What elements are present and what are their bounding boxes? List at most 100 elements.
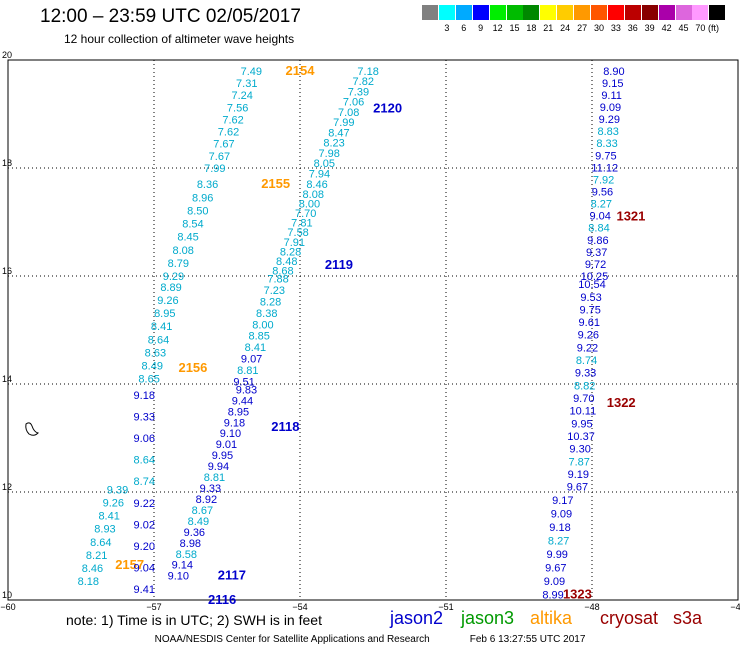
color-scale-tick: 70 (695, 23, 706, 33)
swh-value: 7.18 (357, 66, 378, 78)
y-tick-label: 12 (2, 482, 12, 492)
swh-value: 8.90 (603, 66, 624, 78)
color-swatch (591, 5, 607, 20)
swh-value: 8.47 (328, 127, 349, 139)
swh-value: 9.26 (157, 295, 178, 307)
swh-value: 8.79 (168, 258, 189, 270)
y-tick-label: 16 (2, 266, 12, 276)
swh-value: 7.62 (222, 114, 243, 126)
swh-value: 9.75 (579, 304, 600, 316)
swh-value: 9.67 (545, 563, 566, 575)
color-swatch (692, 5, 709, 20)
footnote: note: 1) Time is in UTC; 2) SWH is in fe… (66, 612, 322, 628)
swh-value: 9.61 (579, 317, 600, 329)
swh-value: 7.82 (353, 76, 374, 88)
swh-value: 9.67 (567, 482, 588, 494)
x-tick-label: −48 (584, 602, 599, 612)
color-swatch (624, 5, 641, 20)
x-tick-label: −54 (292, 602, 307, 612)
swh-value: 8.84 (588, 223, 609, 235)
swh-value: 8.08 (303, 189, 324, 201)
swh-value: 7.31 (236, 78, 257, 90)
pass-id-label: 2116 (208, 592, 236, 607)
swh-value: 8.38 (256, 308, 277, 320)
swh-value: 9.33 (134, 411, 155, 423)
swh-value: 9.26 (103, 497, 124, 509)
pass-id-label: 1321 (616, 209, 645, 224)
swh-value: 7.99 (333, 117, 354, 129)
swh-value: 9.53 (580, 292, 601, 304)
swh-value: 8.49 (142, 360, 163, 372)
color-scale-tick: 12 (492, 23, 503, 33)
swh-value: 9.04 (134, 563, 155, 575)
swh-value: 10.37 (567, 431, 595, 443)
swh-value: 8.18 (78, 576, 99, 588)
credit-timestamp: Feb 6 13:27:55 UTC 2017 (469, 634, 586, 645)
swh-value: 9.07 (241, 354, 262, 366)
swh-value: 8.92 (196, 494, 217, 506)
swh-value: 7.70 (295, 208, 316, 220)
swh-value: 9.44 (232, 395, 253, 407)
color-swatch (438, 5, 455, 20)
swh-value: 8.45 (177, 232, 198, 244)
color-scale-tick: 18 (526, 23, 537, 33)
swh-value: 9.99 (547, 549, 568, 561)
pass-id-label: 2155 (261, 176, 290, 191)
swh-value: 8.89 (160, 282, 181, 294)
x-tick-label: −60 (0, 602, 15, 612)
swh-value: 9.30 (569, 444, 590, 456)
swh-value: 9.37 (586, 247, 607, 259)
color-scale-tick: 3 (444, 23, 450, 33)
color-scale-tick: 33 (610, 23, 621, 33)
swh-value: 8.82 (574, 380, 595, 392)
swh-value: 9.29 (163, 271, 184, 283)
color-swatch (506, 5, 523, 20)
swh-value: 8.27 (548, 536, 569, 548)
swh-value: 7.06 (343, 97, 364, 109)
color-swatch (455, 5, 472, 20)
swh-value: 10.25 (581, 271, 609, 283)
color-swatch (540, 5, 557, 20)
swh-value: 8.33 (596, 138, 617, 150)
x-tick-label: −57 (146, 602, 161, 612)
swh-value: 8.85 (248, 331, 269, 343)
legend-jason2: jason2 (390, 608, 444, 628)
legend-s3a: s3a (673, 608, 703, 628)
swh-value: 9.56 (592, 187, 613, 199)
swh-value: 9.75 (595, 150, 616, 162)
swh-value: 9.15 (602, 78, 623, 90)
swh-value: 9.10 (168, 571, 189, 583)
swh-value: 8.21 (86, 550, 107, 562)
swh-value: 9.18 (549, 522, 570, 534)
y-tick-label: 14 (2, 374, 12, 384)
pass-id-label: 2156 (178, 360, 207, 375)
swh-value: 7.88 (267, 274, 288, 286)
swh-value: 9.36 (184, 527, 205, 539)
color-scale-tick: 30 (593, 23, 604, 33)
color-scale-tick: 27 (577, 23, 588, 33)
swh-value: 9.29 (599, 114, 620, 126)
color-swatch (658, 5, 675, 20)
swh-value: 9.94 (208, 461, 229, 473)
swh-value: 8.83 (597, 126, 618, 138)
swh-value: 9.11 (601, 90, 622, 102)
swh-value: 7.87 (569, 456, 590, 468)
swh-value: 7.23 (264, 285, 285, 297)
color-scale-legend: 3 6 9 12 15 18 21 24 27 30 33 36 39 42 45 70 (ft) (422, 5, 727, 37)
swh-value: 8.58 (176, 549, 197, 561)
map-subtitle: 12 hour collection of altimeter wave hei… (64, 32, 295, 46)
swh-value: 7.56 (227, 102, 248, 114)
pass-id-label: 2120 (373, 101, 402, 116)
swh-value: 8.28 (280, 246, 301, 258)
island-outline (25, 422, 39, 436)
swh-value: 7.49 (241, 66, 262, 78)
swh-value: 9.18 (134, 390, 155, 402)
swh-value: 8.36 (197, 179, 218, 191)
swh-value: 9.20 (134, 541, 155, 553)
swh-value: 9.51 (233, 376, 254, 388)
swh-value: 8.65 (138, 374, 159, 386)
swh-value: 8.74 (576, 355, 597, 367)
swh-value: 8.00 (299, 198, 320, 210)
swh-value: 9.09 (600, 102, 621, 114)
color-swatch (472, 5, 489, 20)
